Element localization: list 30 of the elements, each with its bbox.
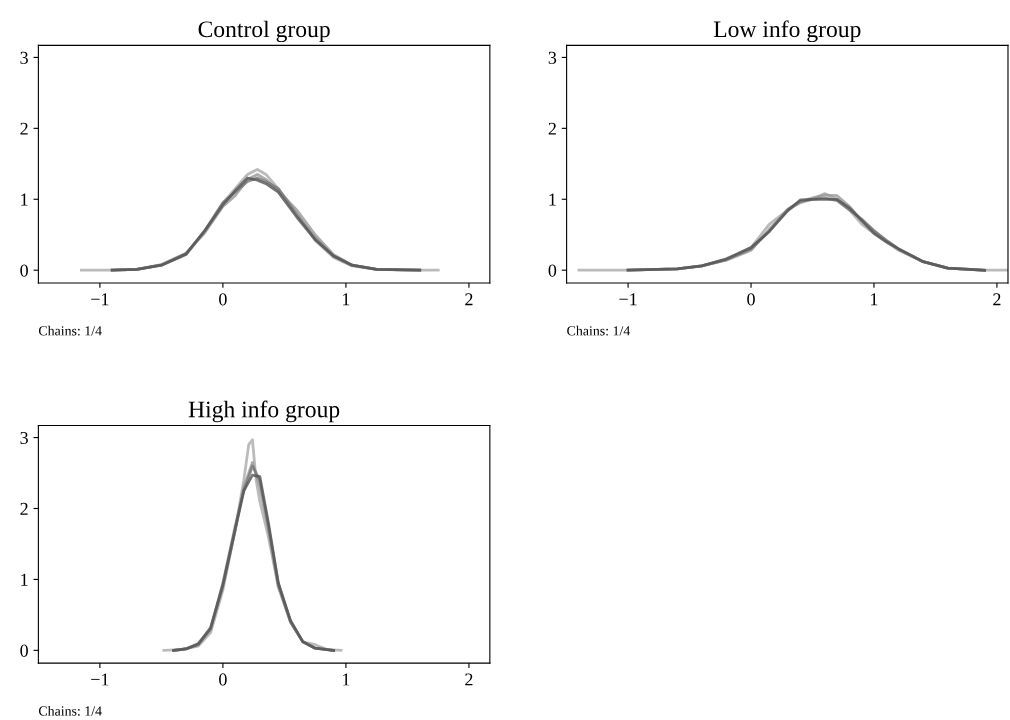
y-tick-label: 0 [20, 644, 28, 657]
y-tick-label: 1 [549, 193, 556, 206]
y-tick-label: 3 [20, 431, 28, 445]
chart-title: Low info group [713, 20, 861, 43]
text: Chains: 1/4 [567, 325, 631, 336]
x-tick-label: −1 [91, 673, 109, 686]
x-tick-label: 1 [343, 293, 350, 306]
y-tick-label: 3 [548, 51, 557, 64]
x-tick-label: 0 [219, 293, 227, 306]
y-tick-label: 1 [21, 193, 28, 206]
y-tick-label: 0 [20, 264, 28, 277]
y-tick-label: 2 [20, 502, 28, 515]
x-tick-label: −1 [91, 293, 109, 306]
x-tick-label: 1 [343, 673, 350, 686]
x-tick-label: 2 [465, 673, 473, 686]
y-tick-label: 3 [20, 51, 28, 64]
chart-title: High info group [188, 400, 340, 423]
y-tick-label: 2 [20, 122, 28, 135]
x-tick-label: 2 [465, 293, 473, 306]
x-tick-label: 0 [219, 673, 227, 686]
x-tick-label: 0 [747, 293, 755, 306]
text: Chains: 1/4 [38, 705, 102, 716]
y-tick-label: 2 [548, 122, 556, 135]
x-tick-label: 2 [993, 293, 1001, 306]
x-tick-label: −1 [619, 293, 637, 306]
x-tick-label: 1 [871, 293, 878, 306]
chart-title: Control group [198, 20, 330, 43]
y-tick-label: 0 [548, 264, 557, 277]
text: Chains: 1/4 [38, 325, 102, 336]
y-tick-label: 1 [21, 573, 28, 586]
